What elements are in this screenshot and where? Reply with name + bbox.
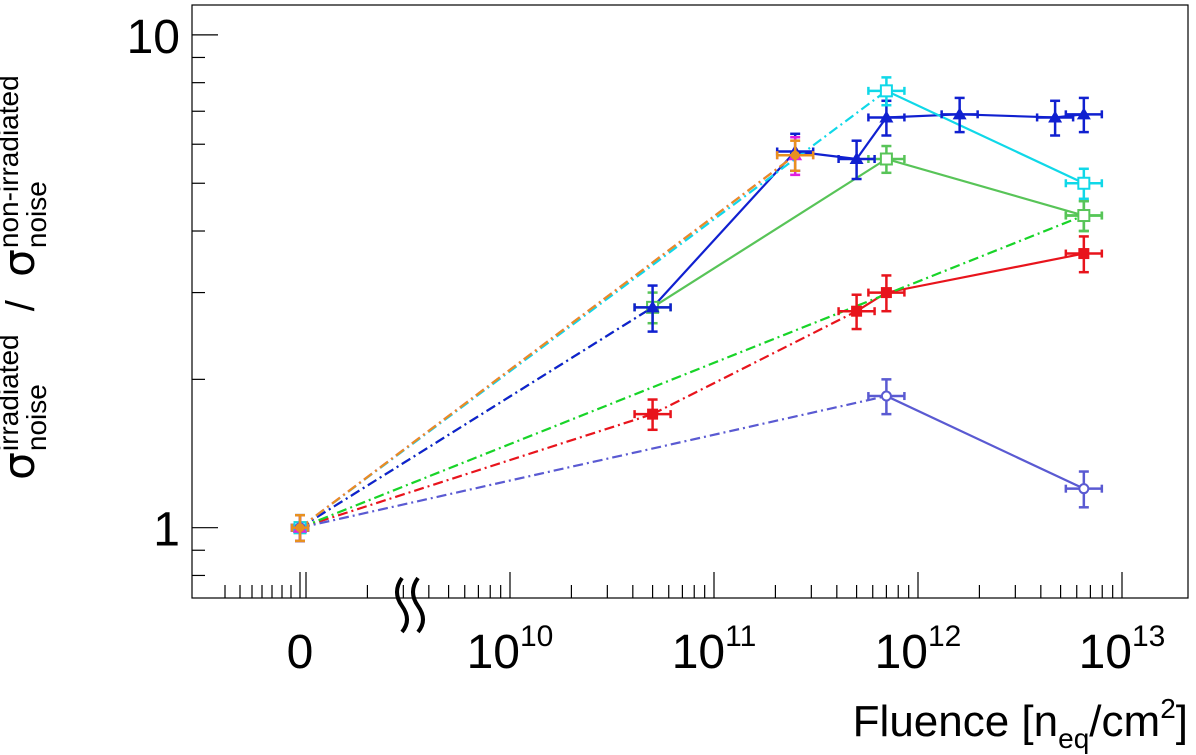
series-line-cyan — [885, 89, 1085, 185]
point-blue — [867, 99, 906, 137]
point-red — [633, 398, 672, 432]
x-tick-label-zero: 0 — [287, 626, 314, 679]
axis-break: ≈ — [0, 0, 425, 634]
axis-break-stroke — [395, 576, 409, 634]
marker — [880, 287, 892, 299]
point-blue — [1064, 96, 1104, 134]
series-line-blue — [795, 150, 857, 161]
plot-frame — [191, 4, 1189, 599]
marker — [849, 152, 864, 165]
series-line-violet — [299, 394, 887, 529]
y-den-symbol: σ — [0, 249, 45, 277]
point-blue — [633, 284, 672, 333]
y-tick-label: 10 — [127, 11, 180, 64]
marker — [880, 390, 892, 402]
point-violet — [1064, 470, 1104, 509]
marker — [1048, 110, 1063, 123]
marker — [879, 152, 893, 166]
y-num-symbol: σ — [0, 452, 45, 480]
y-den-sub: noise — [21, 181, 53, 249]
series-line-red — [299, 413, 653, 529]
point-blue — [837, 139, 876, 181]
marker — [1077, 176, 1091, 190]
y-tick-label: 1 — [153, 504, 180, 557]
series-line-violet — [885, 395, 1085, 490]
x-tick-base: 10 — [1079, 626, 1132, 679]
point-red — [837, 293, 876, 331]
point-cyan — [1064, 167, 1104, 201]
marker — [1078, 248, 1090, 260]
point-orange — [775, 139, 815, 173]
point-blue — [940, 96, 979, 134]
marker — [645, 300, 660, 313]
x-tick-label: 1012 — [875, 620, 962, 679]
x-tick-exp: 10 — [520, 620, 553, 653]
series-line-light-green — [652, 158, 887, 309]
plot-area-border — [191, 4, 1189, 599]
x-title-main: Fluence [n — [852, 697, 1059, 746]
x-tick-exp: 13 — [1132, 620, 1165, 653]
marker — [790, 150, 800, 160]
x-axis-title: Fluence [neq/cm2] — [853, 693, 1188, 755]
series-line-red — [886, 252, 1085, 294]
point-blue — [1035, 99, 1075, 137]
point-red — [867, 274, 906, 313]
x-tick-base: 10 — [875, 626, 928, 679]
marker — [1076, 107, 1091, 120]
x-tick-label: 1011 — [672, 620, 757, 679]
point-cyan — [867, 76, 906, 107]
y-slash: / — [0, 300, 43, 312]
axis-break-label: ≈ — [0, 0, 1, 1]
marker — [879, 110, 894, 123]
y-den-sup: non-irradiated — [0, 75, 25, 249]
x-tick-base: 10 — [467, 626, 520, 679]
x-title-sub: eq — [1058, 723, 1090, 754]
y-num-sub: noise — [21, 384, 53, 452]
series-points — [290, 76, 1104, 543]
series-line-red — [652, 310, 858, 416]
marker — [952, 107, 967, 120]
x-title-mid: /cm — [1089, 697, 1161, 746]
series-lines — [299, 89, 1085, 529]
point-light-green — [1064, 199, 1104, 233]
point-red — [1064, 235, 1104, 274]
series-line-green — [299, 214, 1085, 529]
x-tick-base: 10 — [672, 626, 725, 679]
marker — [1078, 483, 1090, 495]
x-tick-label: 1010 — [467, 620, 554, 679]
x-tick-exp: 11 — [725, 620, 756, 653]
marker — [1077, 209, 1091, 223]
y-num-sup: irradiated — [0, 334, 25, 452]
series-line-blue — [299, 306, 654, 529]
x-tick-exp: 12 — [928, 620, 961, 653]
series-line-light-green — [886, 157, 1085, 217]
x-title-sup: 2 — [1160, 693, 1176, 724]
series-line-orange — [299, 154, 796, 529]
marker — [647, 408, 659, 420]
x-title-end: ] — [1175, 697, 1188, 746]
axis-break-stroke — [411, 576, 425, 634]
marker — [295, 523, 305, 533]
point-orange — [290, 513, 310, 543]
x-tick-label: 1013 — [1079, 620, 1166, 679]
marker — [851, 305, 863, 317]
series-line-blue — [855, 116, 888, 160]
marker — [879, 84, 893, 98]
point-violet — [867, 378, 906, 416]
